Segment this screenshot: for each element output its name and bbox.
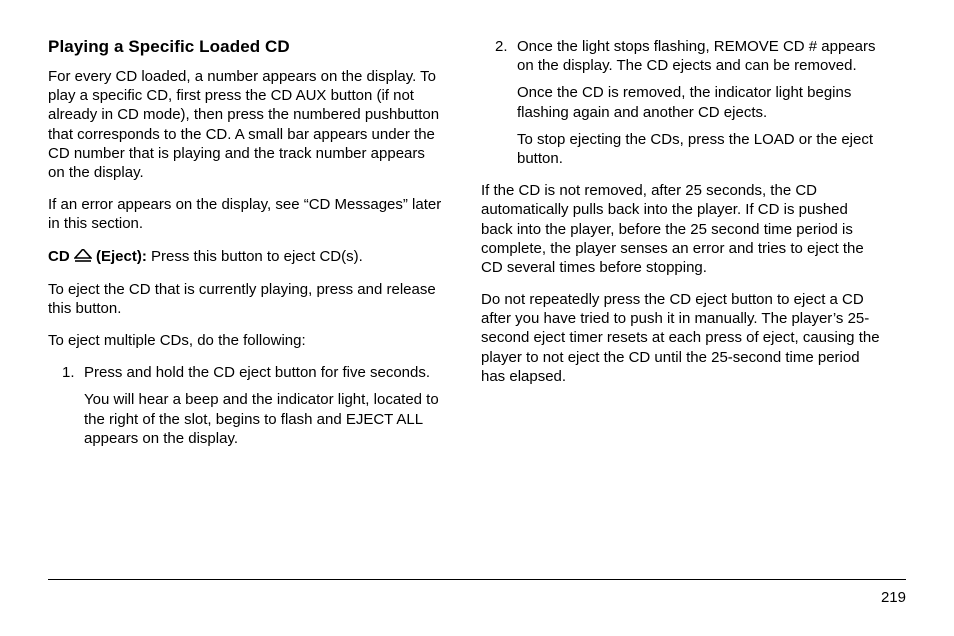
body-paragraph: For every CD loaded, a number appears on…: [48, 67, 443, 182]
body-paragraph: If an error appears on the display, see …: [48, 195, 443, 233]
body-paragraph: Do not repeatedly press the CD eject but…: [481, 290, 881, 386]
body-paragraph: To eject multiple CDs, do the following:: [48, 331, 443, 350]
eject-body: Press this button to eject CD(s).: [147, 248, 363, 265]
two-column-layout: Playing a Specific Loaded CD For every C…: [48, 37, 906, 456]
list-sub: To stop ejecting the CDs, press the LOAD…: [517, 130, 881, 168]
body-paragraph: If the CD is not removed, after 25 secon…: [481, 181, 881, 277]
ordered-list: 1. Press and hold the CD eject button fo…: [48, 363, 443, 448]
definition-line: CD (Eject): Press this button to eject C…: [48, 247, 443, 267]
list-item: 1. Press and hold the CD eject button fo…: [62, 363, 443, 448]
ordered-list: 2. Once the light stops flashing, REMOVE…: [481, 37, 881, 168]
right-column: 2. Once the light stops flashing, REMOVE…: [481, 37, 881, 456]
eject-label-prefix: CD: [48, 248, 74, 265]
list-sub: You will hear a beep and the indicator l…: [84, 390, 443, 448]
list-number: 2.: [495, 37, 508, 56]
list-text: Once the light stops flashing, REMOVE CD…: [517, 38, 876, 74]
section-heading: Playing a Specific Loaded CD: [48, 37, 443, 57]
footer-rule: [48, 579, 906, 580]
body-paragraph: To eject the CD that is currently playin…: [48, 280, 443, 318]
list-text: Press and hold the CD eject button for f…: [84, 364, 430, 381]
left-column: Playing a Specific Loaded CD For every C…: [48, 37, 443, 456]
manual-page: Playing a Specific Loaded CD For every C…: [0, 0, 954, 636]
list-number: 1.: [62, 363, 75, 382]
list-item: 2. Once the light stops flashing, REMOVE…: [495, 37, 881, 168]
list-sub: Once the CD is removed, the indicator li…: [517, 83, 881, 121]
eject-icon: [74, 248, 92, 267]
eject-label-suffix: (Eject):: [92, 248, 147, 265]
page-number: 219: [881, 589, 906, 606]
